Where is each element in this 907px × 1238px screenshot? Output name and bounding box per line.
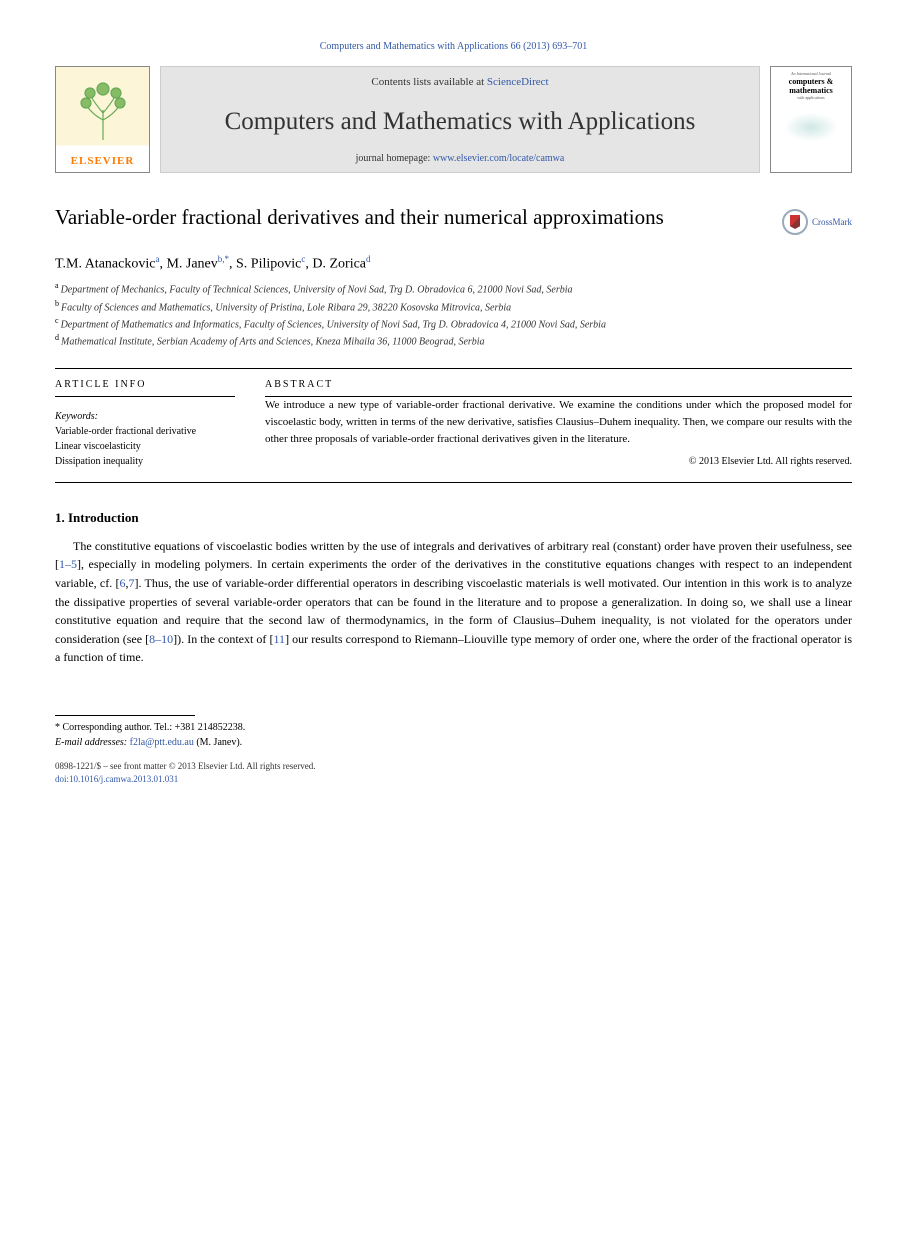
homepage-link[interactable]: www.elsevier.com/locate/camwa bbox=[433, 153, 565, 164]
journal-cover-thumbnail[interactable]: An International Journal computers & mat… bbox=[770, 66, 852, 173]
header-row: ELSEVIER Contents lists available at Sci… bbox=[55, 66, 852, 173]
corresponding-author-note: * Corresponding author. Tel.: +381 21485… bbox=[55, 720, 852, 735]
contents-prefix: Contents lists available at bbox=[371, 76, 486, 88]
authors-line: T.M. Atanackovica, M. Janevb,*, S. Pilip… bbox=[55, 253, 852, 274]
email-label: E-mail addresses: bbox=[55, 737, 127, 748]
footnotes: * Corresponding author. Tel.: +381 21485… bbox=[55, 715, 852, 750]
cover-line1: An International Journal bbox=[791, 71, 831, 77]
separator-bottom bbox=[55, 482, 852, 483]
intro-paragraph: The constitutive equations of viscoelast… bbox=[55, 537, 852, 667]
footnote-rule bbox=[55, 715, 195, 716]
citation-line: Computers and Mathematics with Applicati… bbox=[55, 40, 852, 54]
email-line: E-mail addresses: f2la@ptt.edu.au (M. Ja… bbox=[55, 735, 852, 750]
abstract-heading: ABSTRACT bbox=[265, 377, 852, 393]
affiliations: aDepartment of Mechanics, Faculty of Tec… bbox=[55, 280, 852, 349]
elsevier-wordmark: ELSEVIER bbox=[71, 154, 135, 169]
section-1-heading: 1. Introduction bbox=[55, 509, 852, 527]
cover-line2b: mathematics bbox=[789, 87, 833, 95]
journal-title: Computers and Mathematics with Applicati… bbox=[171, 104, 749, 139]
doi-link[interactable]: doi:10.1016/j.camwa.2013.01.031 bbox=[55, 774, 178, 784]
abstract-copyright: © 2013 Elsevier Ltd. All rights reserved… bbox=[265, 454, 852, 470]
cover-line2a: computers & bbox=[789, 78, 834, 86]
publication-line: 0898-1221/$ – see front matter © 2013 El… bbox=[55, 760, 852, 785]
article-info-heading: ARTICLE INFO bbox=[55, 377, 235, 392]
paper-title: Variable-order fractional derivatives an… bbox=[55, 203, 664, 231]
title-row: Variable-order fractional derivatives an… bbox=[55, 203, 852, 235]
journal-banner: Contents lists available at ScienceDirec… bbox=[160, 66, 760, 173]
abstract-block: ABSTRACT We introduce a new type of vari… bbox=[265, 377, 852, 470]
keywords-list: Variable-order fractional derivativeLine… bbox=[55, 424, 235, 469]
article-info: ARTICLE INFO Keywords: Variable-order fr… bbox=[55, 377, 235, 470]
front-matter-line: 0898-1221/$ – see front matter © 2013 El… bbox=[55, 760, 852, 773]
crossmark-icon bbox=[782, 209, 808, 235]
abstract-text: We introduce a new type of variable-orde… bbox=[265, 397, 852, 448]
keywords-heading: Keywords: bbox=[55, 409, 235, 424]
email-link[interactable]: f2la@ptt.edu.au bbox=[130, 737, 194, 748]
journal-homepage: journal homepage: www.elsevier.com/locat… bbox=[171, 152, 749, 166]
cover-art bbox=[773, 100, 849, 168]
homepage-prefix: journal homepage: bbox=[356, 153, 433, 164]
elsevier-logo[interactable]: ELSEVIER bbox=[55, 66, 150, 173]
body-text: The constitutive equations of viscoelast… bbox=[55, 537, 852, 667]
contents-available: Contents lists available at ScienceDirec… bbox=[171, 75, 749, 90]
article-info-sep bbox=[55, 396, 235, 397]
crossmark-badge[interactable]: CrossMark bbox=[782, 209, 852, 235]
elsevier-tree-icon bbox=[56, 67, 149, 154]
crossmark-label: CrossMark bbox=[812, 216, 852, 229]
email-who: (M. Janev). bbox=[194, 737, 242, 748]
meta-row: ARTICLE INFO Keywords: Variable-order fr… bbox=[55, 369, 852, 482]
sciencedirect-link[interactable]: ScienceDirect bbox=[487, 76, 549, 88]
